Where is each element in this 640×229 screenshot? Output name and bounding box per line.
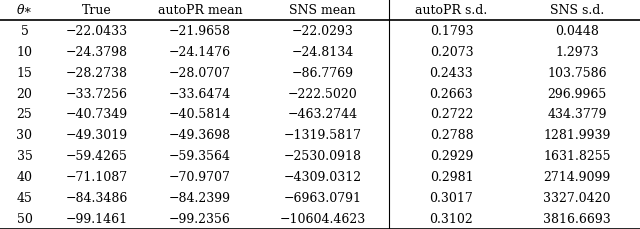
Text: 2714.9099: 2714.9099: [543, 170, 611, 183]
Text: −6963.0791: −6963.0791: [284, 191, 362, 204]
Text: −40.5814: −40.5814: [169, 108, 231, 121]
Text: 0.2663: 0.2663: [429, 87, 474, 100]
Text: autoPR mean: autoPR mean: [158, 4, 243, 17]
Text: −49.3019: −49.3019: [65, 129, 127, 142]
Text: 1631.8255: 1631.8255: [543, 150, 611, 163]
Text: 40: 40: [17, 170, 33, 183]
Text: −222.5020: −222.5020: [287, 87, 357, 100]
Text: 25: 25: [17, 108, 33, 121]
Text: 50: 50: [17, 212, 33, 225]
Text: 0.2433: 0.2433: [429, 66, 474, 79]
Text: −70.9707: −70.9707: [169, 170, 231, 183]
Text: True: True: [82, 4, 111, 17]
Text: 35: 35: [17, 150, 33, 163]
Text: −84.2399: −84.2399: [169, 191, 231, 204]
Text: SNS s.d.: SNS s.d.: [550, 4, 604, 17]
Text: −1319.5817: −1319.5817: [284, 129, 362, 142]
Text: −463.2744: −463.2744: [287, 108, 358, 121]
Text: 0.0448: 0.0448: [556, 25, 599, 38]
Text: 1.2973: 1.2973: [556, 46, 599, 59]
Text: −4309.0312: −4309.0312: [284, 170, 362, 183]
Text: −22.0433: −22.0433: [65, 25, 127, 38]
Text: 0.1793: 0.1793: [429, 25, 473, 38]
Text: 30: 30: [17, 129, 33, 142]
Text: 0.2981: 0.2981: [429, 170, 473, 183]
Text: −71.1087: −71.1087: [65, 170, 127, 183]
Text: 0.3017: 0.3017: [429, 191, 474, 204]
Text: −24.1476: −24.1476: [169, 46, 231, 59]
Text: −33.7256: −33.7256: [65, 87, 127, 100]
Text: −28.2738: −28.2738: [65, 66, 127, 79]
Text: −24.8134: −24.8134: [291, 46, 353, 59]
Text: 296.9965: 296.9965: [548, 87, 607, 100]
Text: θ∗: θ∗: [17, 4, 33, 17]
Text: 3327.0420: 3327.0420: [543, 191, 611, 204]
Text: −59.3564: −59.3564: [169, 150, 231, 163]
Text: −86.7769: −86.7769: [291, 66, 353, 79]
Text: 0.2929: 0.2929: [430, 150, 473, 163]
Text: −21.9658: −21.9658: [169, 25, 231, 38]
Text: −59.4265: −59.4265: [65, 150, 127, 163]
Text: −2530.0918: −2530.0918: [284, 150, 362, 163]
Text: 3816.6693: 3816.6693: [543, 212, 611, 225]
Text: 0.2073: 0.2073: [429, 46, 473, 59]
Text: −99.1461: −99.1461: [65, 212, 127, 225]
Text: 0.3102: 0.3102: [429, 212, 474, 225]
Text: 434.3779: 434.3779: [547, 108, 607, 121]
Text: −40.7349: −40.7349: [65, 108, 127, 121]
Text: −24.3798: −24.3798: [65, 46, 127, 59]
Text: −28.0707: −28.0707: [169, 66, 231, 79]
Text: SNS mean: SNS mean: [289, 4, 356, 17]
Text: −49.3698: −49.3698: [169, 129, 231, 142]
Text: 5: 5: [20, 25, 28, 38]
Text: −22.0293: −22.0293: [291, 25, 353, 38]
Text: 0.2788: 0.2788: [429, 129, 473, 142]
Text: 10: 10: [17, 46, 33, 59]
Text: 15: 15: [17, 66, 33, 79]
Text: −33.6474: −33.6474: [169, 87, 231, 100]
Text: −99.2356: −99.2356: [169, 212, 231, 225]
Text: 103.7586: 103.7586: [547, 66, 607, 79]
Text: autoPR s.d.: autoPR s.d.: [415, 4, 488, 17]
Text: −84.3486: −84.3486: [65, 191, 127, 204]
Text: 45: 45: [17, 191, 33, 204]
Text: 20: 20: [17, 87, 33, 100]
Text: −10604.4623: −10604.4623: [279, 212, 365, 225]
Text: 1281.9939: 1281.9939: [543, 129, 611, 142]
Text: 0.2722: 0.2722: [430, 108, 473, 121]
